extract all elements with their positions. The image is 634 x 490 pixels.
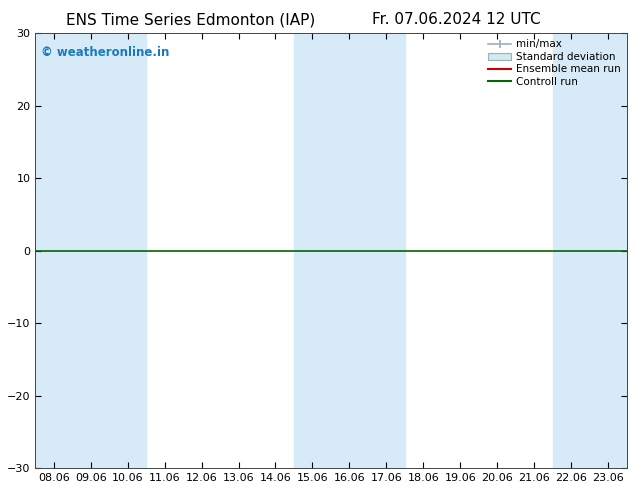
Text: © weatheronline.in: © weatheronline.in: [41, 46, 169, 59]
Bar: [553, 33, 626, 468]
Text: Fr. 07.06.2024 12 UTC: Fr. 07.06.2024 12 UTC: [372, 12, 541, 27]
Bar: [36, 33, 146, 468]
Text: ENS Time Series Edmonton (IAP): ENS Time Series Edmonton (IAP): [65, 12, 315, 27]
Bar: [294, 33, 405, 468]
Legend: min/max, Standard deviation, Ensemble mean run, Controll run: min/max, Standard deviation, Ensemble me…: [485, 36, 623, 90]
